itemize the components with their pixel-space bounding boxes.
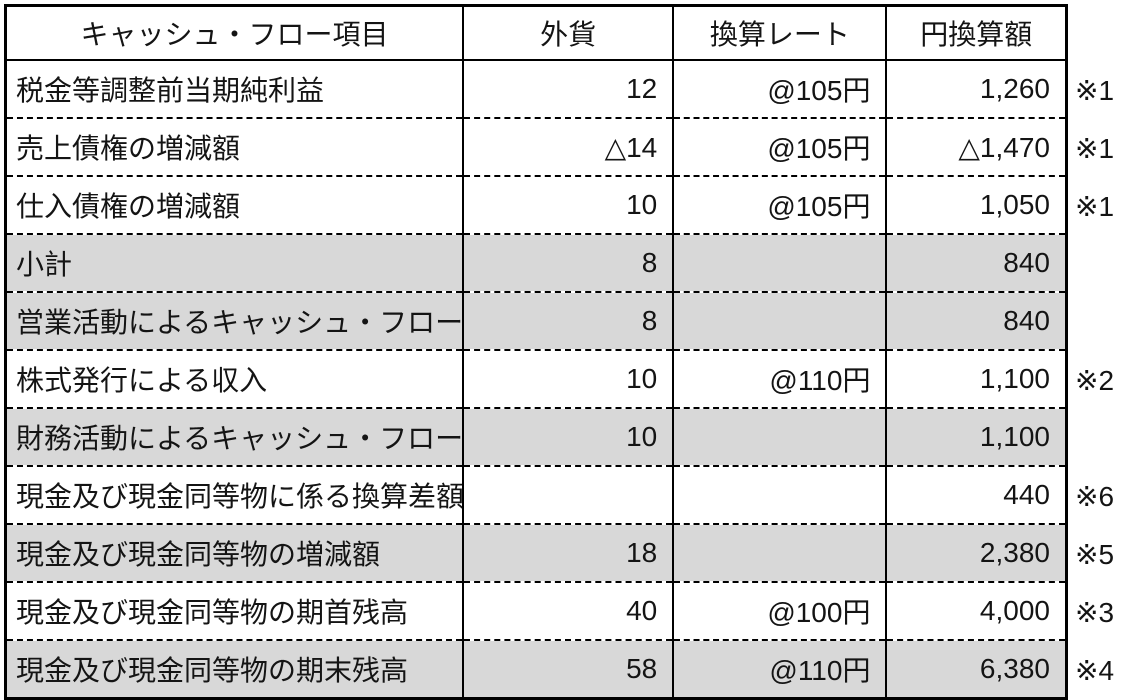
exchange-rate-cell bbox=[672, 523, 887, 582]
exchange-rate-cell: @105円 bbox=[672, 60, 887, 118]
yen-amount-cell: 840 bbox=[885, 233, 1067, 292]
note-label: ※5 bbox=[1075, 538, 1115, 570]
cash-flow-statement: キャッシュ・フロー項目 外貨 換算レート 円換算額 税金等調整前当期純利益 12 @… bbox=[4, 4, 1114, 700]
note-label: ※4 bbox=[1075, 654, 1115, 686]
yen-amount-cell: 440 bbox=[885, 465, 1067, 524]
note-label: ※6 bbox=[1075, 480, 1115, 512]
table-row: 小計 8 840 bbox=[5, 233, 1067, 292]
yen-amount-cell: 1,100 bbox=[885, 407, 1067, 466]
table-row: 現金及び現金同等物に係る換算差額 440 bbox=[5, 465, 1067, 524]
note-label bbox=[1075, 409, 1114, 467]
note-label: ※1 bbox=[1075, 190, 1115, 222]
exchange-rate-cell bbox=[672, 407, 887, 466]
note-label bbox=[1075, 293, 1114, 351]
table-row: 財務活動によるキャッシュ・フロー 10 1,100 bbox=[5, 407, 1067, 466]
notes-column: ※1 ※1 ※1 ※2 ※6 ※5 ※3 ※4 bbox=[1075, 4, 1114, 699]
foreign-currency-cell bbox=[462, 465, 674, 524]
foreign-currency-cell: 10 bbox=[462, 175, 674, 234]
table-row: 売上債権の増減額 △14 @105円 △1,470 bbox=[5, 117, 1067, 176]
foreign-currency-cell: 40 bbox=[462, 581, 674, 640]
exchange-rate-cell bbox=[672, 233, 887, 292]
foreign-currency-cell: 12 bbox=[462, 60, 674, 118]
foreign-currency-cell: 8 bbox=[462, 233, 674, 292]
item-cell: 現金及び現金同等物の期末残高 bbox=[5, 639, 464, 699]
item-cell: 株式発行による収入 bbox=[5, 349, 464, 408]
yen-amount-cell: 1,100 bbox=[885, 349, 1067, 408]
table-row: 税金等調整前当期純利益 12 @105円 1,260 bbox=[6, 60, 1067, 118]
yen-amount-cell: 4,000 bbox=[885, 581, 1067, 640]
item-cell: 現金及び現金同等物に係る換算差額 bbox=[5, 465, 464, 524]
yen-amount-cell: 1,260 bbox=[885, 60, 1067, 118]
item-cell: 現金及び現金同等物の期首残高 bbox=[5, 581, 464, 640]
header-row: キャッシュ・フロー項目 外貨 換算レート 円換算額 bbox=[5, 5, 1067, 61]
yen-amount-cell: △1,470 bbox=[885, 117, 1067, 176]
item-cell: 現金及び現金同等物の増減額 bbox=[5, 523, 464, 582]
header-item: キャッシュ・フロー項目 bbox=[5, 5, 464, 61]
exchange-rate-cell: @110円 bbox=[672, 349, 887, 408]
table-body: 税金等調整前当期純利益 12 @105円 1,260 売上債権の増減額 △14 @105円 △… bbox=[5, 60, 1067, 699]
exchange-rate-cell bbox=[672, 465, 887, 524]
table-row: 現金及び現金同等物の期末残高 58 @110円 6,380 bbox=[5, 639, 1067, 699]
note-label: ※1 bbox=[1075, 132, 1115, 164]
note-label bbox=[1075, 235, 1114, 293]
item-cell: 売上債権の増減額 bbox=[5, 117, 464, 176]
foreign-currency-cell: 8 bbox=[462, 291, 674, 350]
table-row: 現金及び現金同等物の期首残高 40 @100円 4,000 bbox=[5, 581, 1067, 640]
note-label: ※1 bbox=[1075, 74, 1115, 106]
table-row: 株式発行による収入 10 @110円 1,100 bbox=[5, 349, 1067, 408]
header-exchange-rate: 換算レート bbox=[672, 5, 887, 61]
foreign-currency-cell: 10 bbox=[462, 349, 674, 408]
item-cell: 営業活動によるキャッシュ・フロー bbox=[5, 291, 464, 350]
header-foreign-currency: 外貨 bbox=[462, 5, 674, 61]
header-yen-amount: 円換算額 bbox=[885, 5, 1067, 61]
table-row: 仕入債権の増減額 10 @105円 1,050 bbox=[5, 175, 1067, 234]
cash-flow-table: キャッシュ・フロー項目 外貨 換算レート 円換算額 税金等調整前当期純利益 12 @… bbox=[4, 4, 1068, 700]
exchange-rate-cell bbox=[672, 291, 887, 350]
exchange-rate-cell: @100円 bbox=[672, 581, 887, 640]
table-row: 営業活動によるキャッシュ・フロー 8 840 bbox=[5, 291, 1067, 350]
item-cell: 財務活動によるキャッシュ・フロー bbox=[5, 407, 464, 466]
foreign-currency-cell: 58 bbox=[462, 639, 674, 699]
yen-amount-cell: 1,050 bbox=[885, 175, 1067, 234]
foreign-currency-cell: 10 bbox=[462, 407, 674, 466]
item-cell: 仕入債権の増減額 bbox=[5, 175, 464, 234]
note-label: ※3 bbox=[1075, 596, 1115, 628]
foreign-currency-cell: △14 bbox=[462, 117, 674, 176]
exchange-rate-cell: @105円 bbox=[672, 117, 887, 176]
item-cell: 小計 bbox=[5, 233, 464, 292]
yen-amount-cell: 2,380 bbox=[885, 523, 1067, 582]
table-header: キャッシュ・フロー項目 外貨 換算レート 円換算額 bbox=[5, 5, 1067, 61]
notes-header-spacer bbox=[1075, 4, 1114, 61]
yen-amount-cell: 6,380 bbox=[885, 639, 1067, 699]
exchange-rate-cell: @105円 bbox=[672, 175, 887, 234]
exchange-rate-cell: @110円 bbox=[672, 639, 887, 699]
note-label: ※2 bbox=[1075, 364, 1115, 396]
table-row: 現金及び現金同等物の増減額 18 2,380 bbox=[5, 523, 1067, 582]
item-cell: 税金等調整前当期純利益 bbox=[16, 75, 325, 106]
yen-amount-cell: 840 bbox=[885, 291, 1067, 350]
foreign-currency-cell: 18 bbox=[462, 523, 674, 582]
